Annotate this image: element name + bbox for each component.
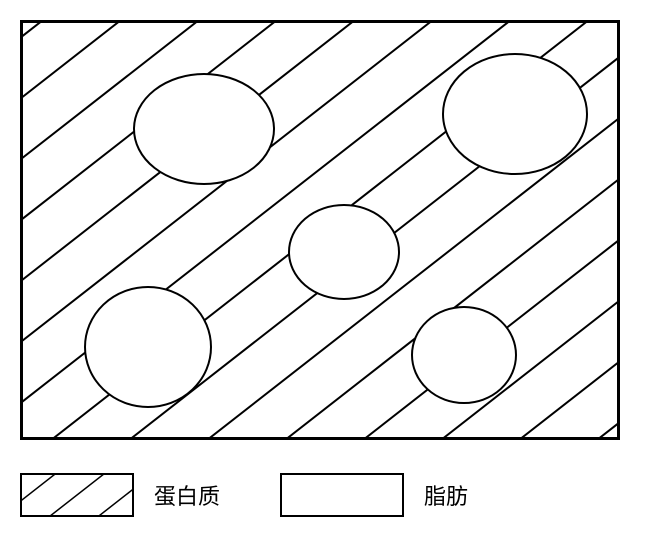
figure-container: 蛋白质 脂肪 <box>20 20 647 517</box>
legend-label-fat: 脂肪 <box>424 479 468 511</box>
hatch-pattern-icon <box>22 475 132 515</box>
legend-swatch-protein <box>20 473 134 517</box>
legend-swatch-fat <box>280 473 404 517</box>
legend-label-protein: 蛋白质 <box>154 479 220 511</box>
legend: 蛋白质 脂肪 <box>20 473 647 517</box>
diagram-svg <box>20 20 620 440</box>
main-diagram <box>20 20 647 445</box>
